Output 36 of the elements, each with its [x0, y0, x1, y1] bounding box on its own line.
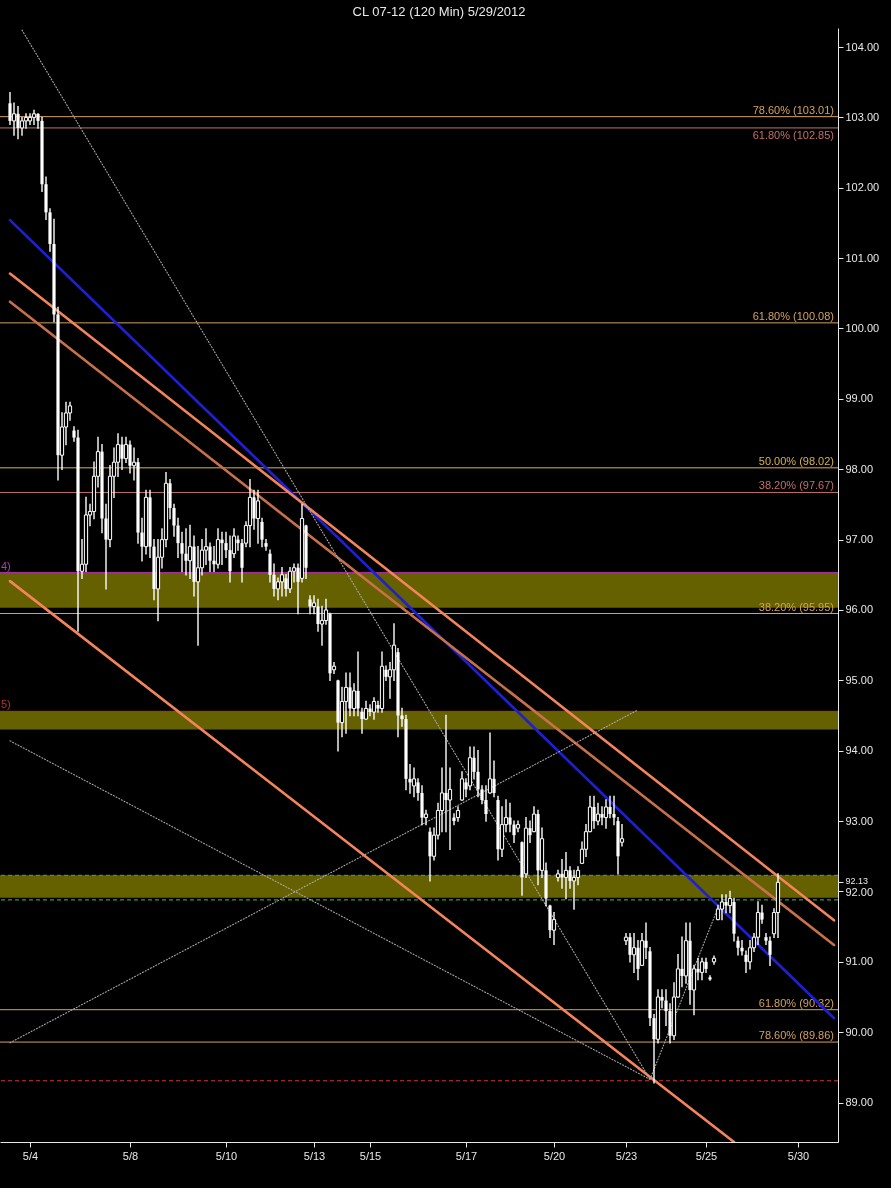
x-tick-label: 5/30: [787, 1149, 810, 1162]
y-tick-label: 103.00: [845, 110, 880, 123]
y-tick-label: 96.00: [845, 603, 874, 616]
x-tick-label: 5/10: [215, 1149, 238, 1162]
y-tick-label: 93.00: [845, 814, 874, 827]
x-tick-label: 5/25: [695, 1149, 718, 1162]
x-tick-label: 5/15: [359, 1149, 382, 1162]
y-tick-label: 90.00: [845, 1025, 874, 1038]
y-tick-label: 91.00: [845, 955, 874, 968]
x-tick-label: 5/20: [543, 1149, 566, 1162]
x-tick-label: 5/23: [615, 1149, 638, 1162]
y-tick-label: 95.00: [845, 673, 874, 686]
annotation: 5): [1, 698, 11, 711]
y-tick-label: 92.00: [845, 885, 874, 898]
x-tick-label: 5/17: [455, 1149, 478, 1162]
y-tick-label: 99.00: [845, 392, 874, 405]
y-tick-label: 100.00: [845, 321, 880, 334]
y-tick-label: 102.00: [845, 181, 880, 194]
y-tick-label: 104.00: [845, 40, 880, 53]
x-tick-label: 5/8: [122, 1149, 139, 1162]
y-tick-label: 98.00: [845, 462, 874, 475]
y-tick-label: 89.00: [845, 1096, 874, 1109]
ref-line-label: 50.00% (98.02): [758, 454, 834, 467]
y-tick-label: 92.13: [845, 875, 869, 886]
x-tick-label: 5/4: [22, 1149, 39, 1162]
ref-line-label: 78.60% (89.86): [758, 1029, 834, 1042]
ref-line-label: 61.80% (102.85): [752, 128, 834, 141]
annotation: 4): [1, 559, 11, 572]
x-tick-label: 5/13: [303, 1149, 326, 1162]
y-tick-label: 97.00: [845, 533, 874, 546]
y-tick-label: 94.00: [845, 744, 874, 757]
ref-line-label: 38.20% (97.67): [758, 479, 834, 492]
chart-title: CL 07-12 (120 Min) 5/29/2012: [352, 4, 526, 19]
ref-line-label: 61.80% (100.08): [752, 309, 834, 322]
y-tick-label: 101.00: [845, 251, 880, 264]
ref-line-label: 78.60% (103.01): [752, 103, 834, 116]
